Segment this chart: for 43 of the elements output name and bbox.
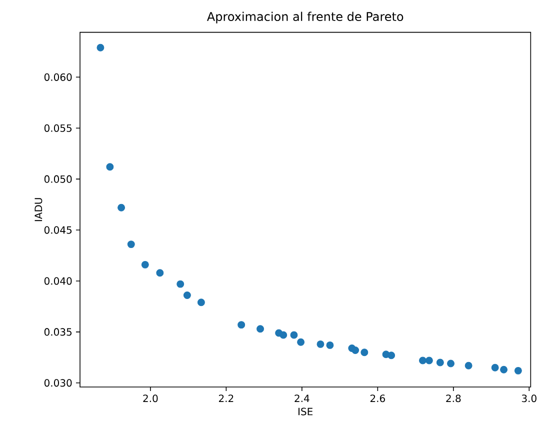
point [419,356,426,364]
point [447,360,454,368]
point [176,280,184,288]
point [141,260,149,268]
x-tick-label: 3.0 [522,394,536,402]
x-tick-label: 2.4 [294,394,310,402]
y-tick-label: 0.060 [44,73,72,81]
point [96,44,104,52]
point [514,366,522,374]
x-tick-label: 2.6 [370,394,385,402]
point [183,292,191,299]
y-tick-label: 0.055 [44,124,72,132]
point [106,163,114,171]
point [326,341,334,349]
x-tick-label: 2.2 [218,394,234,402]
point [290,331,298,339]
point [352,346,360,354]
x-axis-title: ISE [298,408,312,416]
point [238,321,246,329]
y-tick-label: 0.050 [44,175,72,183]
x-tick-label: 2.0 [143,394,158,402]
y-tick-label: 0.045 [44,226,72,234]
point [297,338,305,346]
point [436,358,444,366]
point [197,298,205,306]
point [280,331,288,339]
point [316,340,324,348]
point [156,269,164,277]
chart-title: Aproximacion al frente de Pareto [206,12,404,24]
y-axis-title: IADU [34,198,42,222]
point [360,348,368,356]
point [256,325,264,333]
y-tick-label: 0.030 [44,379,72,387]
point [127,240,135,248]
point [464,362,472,370]
point [425,356,433,364]
x-tick-label: 2.8 [446,394,461,402]
y-tick-label: 0.040 [44,277,72,285]
point [491,364,499,372]
point [388,352,396,360]
y-tick-label: 0.035 [44,328,72,336]
point [500,366,508,374]
point [118,204,126,212]
